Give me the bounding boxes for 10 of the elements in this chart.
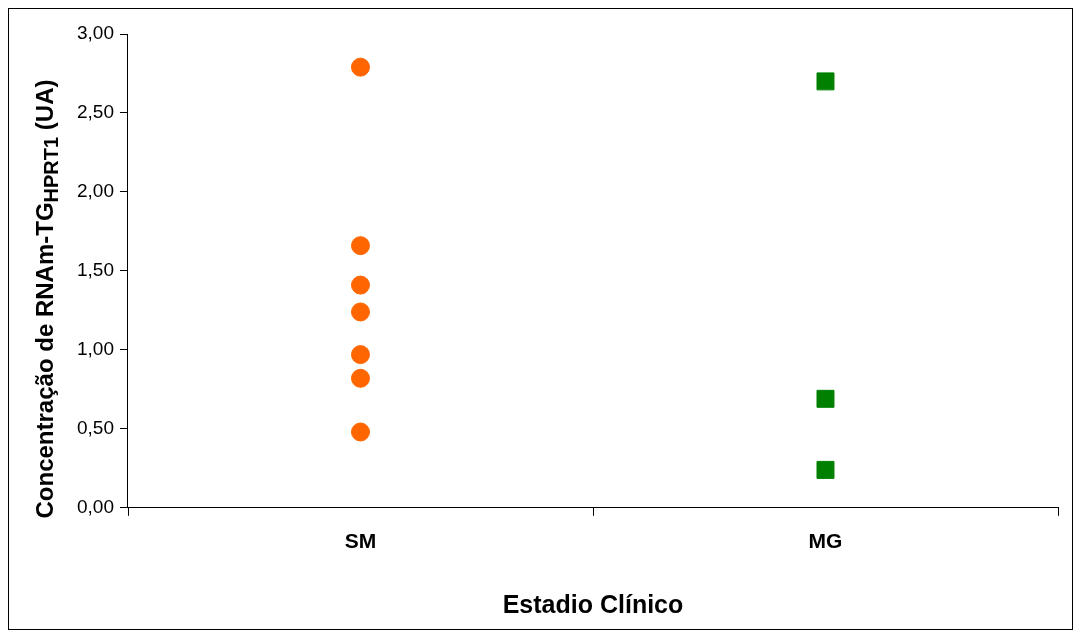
x-tick-label: MG [808, 529, 843, 553]
x-axis-title: Estadio Clínico [502, 589, 684, 618]
y-tick-label: 0,50 [77, 417, 114, 439]
y-tick-label: 2,00 [77, 180, 114, 202]
y-tick-label: 2,50 [77, 101, 114, 123]
y-tick-label: 0,00 [77, 496, 114, 518]
y-tick-label: 3,00 [77, 22, 114, 44]
y-tick-label: 1,50 [77, 259, 114, 281]
y-tick-label: 1,00 [77, 338, 114, 360]
x-tick-label: SM [344, 529, 377, 553]
